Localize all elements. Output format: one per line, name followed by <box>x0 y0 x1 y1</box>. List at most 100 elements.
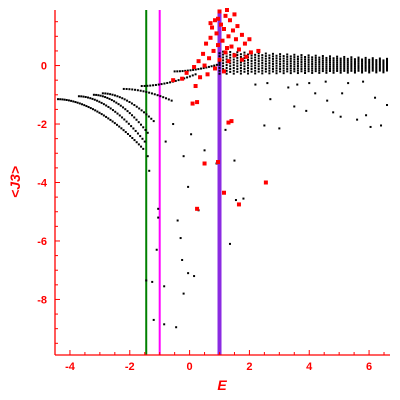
black-point <box>346 57 349 60</box>
red-point <box>256 48 261 53</box>
black-point <box>233 159 236 162</box>
black-point <box>346 59 349 62</box>
black-point <box>386 59 389 62</box>
black-point <box>286 53 289 56</box>
red-point <box>248 50 253 55</box>
black-point <box>179 237 182 240</box>
black-point <box>250 62 253 65</box>
black-point <box>275 64 278 67</box>
x-tick-label: 2 <box>246 361 252 373</box>
black-point <box>375 59 378 62</box>
black-point <box>375 62 378 65</box>
red-point <box>171 78 176 83</box>
black-point <box>378 67 381 70</box>
black-point <box>386 69 389 72</box>
black-point <box>311 60 314 63</box>
black-point <box>89 107 92 110</box>
black-point <box>324 80 327 83</box>
black-point <box>300 54 303 57</box>
black-point <box>130 125 133 128</box>
red-point <box>226 34 231 39</box>
black-point <box>357 69 360 72</box>
black-point <box>318 60 321 63</box>
black-point <box>266 82 269 85</box>
black-point <box>364 66 367 69</box>
black-point <box>296 72 299 75</box>
black-point <box>325 67 328 70</box>
red-point <box>198 75 203 80</box>
black-point <box>200 67 203 70</box>
black-point <box>325 59 328 62</box>
black-point <box>72 100 75 103</box>
black-point <box>350 56 353 59</box>
black-point <box>339 63 342 66</box>
black-point <box>81 103 84 106</box>
black-point <box>296 55 299 58</box>
black-point <box>136 132 139 135</box>
black-point <box>114 110 117 113</box>
black-point <box>282 57 285 60</box>
black-point <box>296 69 299 72</box>
black-point <box>170 99 173 102</box>
black-point <box>124 108 127 111</box>
black-point <box>271 55 274 58</box>
black-point <box>94 109 97 112</box>
black-point <box>222 53 225 56</box>
black-point <box>166 81 169 84</box>
black-point <box>257 52 260 55</box>
black-point <box>239 64 242 67</box>
black-point <box>152 120 155 123</box>
black-point <box>271 65 274 68</box>
black-point <box>102 103 105 106</box>
red-point <box>208 21 213 26</box>
black-point <box>341 92 344 95</box>
black-point <box>142 126 145 129</box>
black-point <box>106 92 109 95</box>
black-point <box>336 61 339 64</box>
black-point <box>143 84 146 87</box>
black-point <box>289 55 292 58</box>
black-point <box>109 118 112 121</box>
black-point <box>318 63 321 66</box>
black-point <box>261 69 264 72</box>
black-point <box>239 53 242 56</box>
black-point <box>118 114 121 117</box>
black-point <box>343 63 346 66</box>
black-point <box>271 52 274 55</box>
black-point <box>229 70 232 73</box>
black-point <box>307 56 310 59</box>
black-point <box>282 69 285 72</box>
black-point <box>192 68 195 71</box>
black-point <box>175 326 178 329</box>
black-point <box>218 72 221 75</box>
black-point <box>268 69 271 72</box>
red-point <box>195 206 200 211</box>
black-point <box>119 104 122 107</box>
black-point <box>186 69 189 72</box>
black-point <box>336 69 339 72</box>
black-point <box>346 65 349 68</box>
black-point <box>229 65 232 68</box>
black-point <box>307 70 310 73</box>
black-point <box>332 111 335 114</box>
black-point <box>279 53 282 56</box>
black-point <box>261 67 264 70</box>
black-point <box>321 55 324 58</box>
black-point <box>160 83 163 86</box>
black-point <box>361 62 364 65</box>
black-point <box>93 98 96 101</box>
black-point <box>353 60 356 63</box>
black-point <box>135 118 138 121</box>
black-point <box>368 66 371 69</box>
black-point <box>132 127 135 130</box>
black-point <box>364 62 367 65</box>
black-point <box>157 83 160 86</box>
black-point <box>346 71 349 74</box>
black-point <box>382 67 385 70</box>
black-point <box>289 62 292 65</box>
black-point <box>304 56 307 59</box>
y-tick-label: 0 <box>41 61 47 73</box>
black-point <box>307 63 310 66</box>
red-point <box>193 84 198 89</box>
tick-labels: -4 -2 0 2 4 6 -8 -6 -4 -2 0 <box>37 61 372 373</box>
